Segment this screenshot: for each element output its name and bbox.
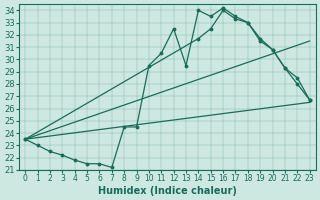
X-axis label: Humidex (Indice chaleur): Humidex (Indice chaleur) — [98, 186, 237, 196]
